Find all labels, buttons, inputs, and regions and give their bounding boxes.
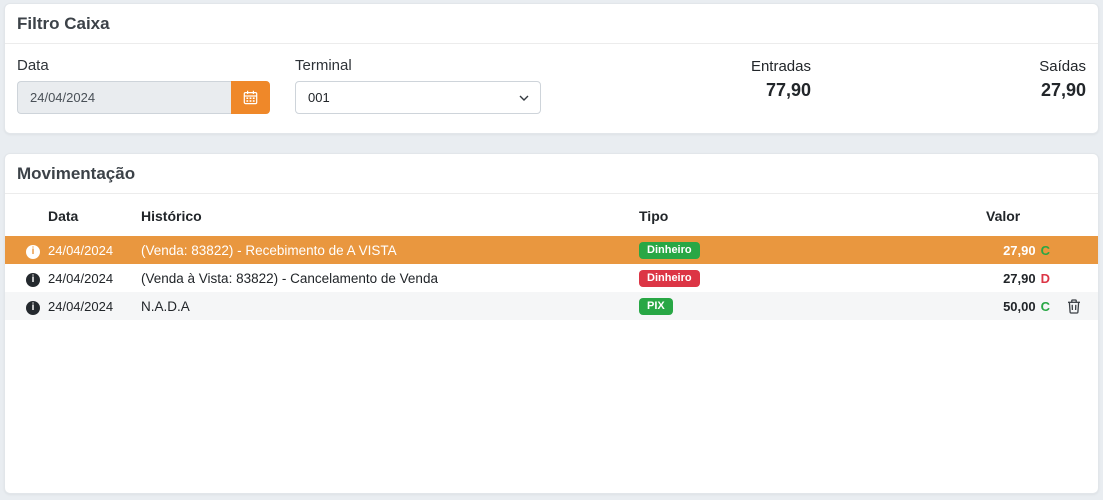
- filter-panel-title: Filtro Caixa: [17, 14, 110, 33]
- movement-panel-title: Movimentação: [17, 164, 136, 183]
- info-icon[interactable]: i: [26, 300, 40, 315]
- entradas-label: Entradas: [750, 58, 811, 75]
- row-value: 27,90: [1003, 270, 1036, 286]
- credit-debit-letter: C: [1040, 298, 1050, 314]
- movement-table-head: Data Histórico Tipo Valor: [5, 194, 1098, 236]
- row-icon-cell: i: [5, 292, 48, 320]
- type-badge: Dinheiro: [639, 270, 700, 287]
- row-history: N.A.D.A: [141, 298, 190, 314]
- row-action-cell: [1050, 292, 1098, 320]
- table-row[interactable]: i 24/04/2024 (Venda à Vista: 83822) - Canc…: [5, 264, 1098, 292]
- row-date: 24/04/2024: [48, 270, 114, 286]
- credit-debit-letter: D: [1040, 270, 1050, 286]
- row-type-cell: PIX: [633, 292, 986, 320]
- date-input-group: [17, 81, 270, 114]
- calendar-icon: [243, 90, 258, 105]
- column-header-historico: Histórico: [141, 208, 202, 224]
- row-value-cell: 50,00 C: [986, 292, 1050, 320]
- entradas-value: 77,90: [765, 80, 811, 100]
- row-action-cell: [1050, 264, 1098, 292]
- type-badge: PIX: [639, 298, 673, 315]
- saidas-total: Saídas 27,90: [811, 57, 1086, 101]
- filter-panel: Filtro Caixa Data: [4, 3, 1099, 134]
- entradas-total: Entradas 77,90: [541, 57, 811, 101]
- table-row[interactable]: i 24/04/2024 N.A.D.A PIX 50,00 C: [5, 292, 1098, 320]
- row-value-cell: 27,90 D: [986, 264, 1050, 292]
- calendar-button[interactable]: [231, 81, 270, 114]
- filter-row: Data: [5, 44, 1098, 114]
- row-type-cell: Dinheiro: [633, 236, 986, 264]
- type-badge: Dinheiro: [639, 242, 700, 259]
- saidas-value: 27,90: [1040, 80, 1086, 100]
- terminal-field-label: Terminal: [295, 57, 352, 74]
- row-icon-cell: i: [5, 236, 48, 264]
- movement-table-body: i 24/04/2024 (Venda: 83822) - Recebimento …: [5, 236, 1098, 320]
- row-history: (Venda: 83822) - Recebimento de A VISTA: [141, 242, 397, 258]
- column-header-tipo: Tipo: [639, 208, 669, 224]
- filter-panel-header: Filtro Caixa: [5, 4, 1098, 44]
- row-date: 24/04/2024: [48, 298, 114, 314]
- row-date: 24/04/2024: [48, 242, 114, 258]
- table-row[interactable]: i 24/04/2024 (Venda: 83822) - Recebimento …: [5, 236, 1098, 264]
- terminal-field-group: Terminal 001: [295, 57, 541, 114]
- row-value: 50,00: [1003, 298, 1036, 314]
- row-value: 27,90: [1003, 242, 1036, 258]
- terminal-select-wrap: 001: [295, 81, 541, 114]
- row-value-cell: 27,90 C: [986, 236, 1050, 264]
- saidas-label: Saídas: [1039, 58, 1086, 75]
- column-header-icon: [5, 194, 48, 236]
- delete-button[interactable]: [1067, 299, 1081, 314]
- movement-panel-header: Movimentação: [5, 154, 1098, 194]
- row-action-cell: [1050, 236, 1098, 264]
- column-header-valor: Valor: [986, 208, 1021, 224]
- row-history: (Venda à Vista: 83822) - Cancelamento de…: [141, 270, 438, 286]
- date-field-label: Data: [17, 57, 49, 74]
- movement-panel: Movimentação Data Histórico Tipo Valor i…: [4, 153, 1099, 494]
- date-field-group: Data: [17, 57, 270, 114]
- terminal-select[interactable]: 001: [295, 81, 541, 114]
- column-header-data: Data: [48, 208, 79, 224]
- info-icon[interactable]: i: [26, 244, 40, 259]
- trash-icon: [1067, 299, 1081, 317]
- movement-table: Data Histórico Tipo Valor i 24/04/2024 (Ve…: [5, 194, 1098, 320]
- info-icon[interactable]: i: [26, 272, 40, 287]
- column-header-actions: [1050, 194, 1098, 236]
- date-input[interactable]: [17, 81, 231, 114]
- row-icon-cell: i: [5, 264, 48, 292]
- row-type-cell: Dinheiro: [633, 264, 986, 292]
- credit-debit-letter: C: [1040, 242, 1050, 258]
